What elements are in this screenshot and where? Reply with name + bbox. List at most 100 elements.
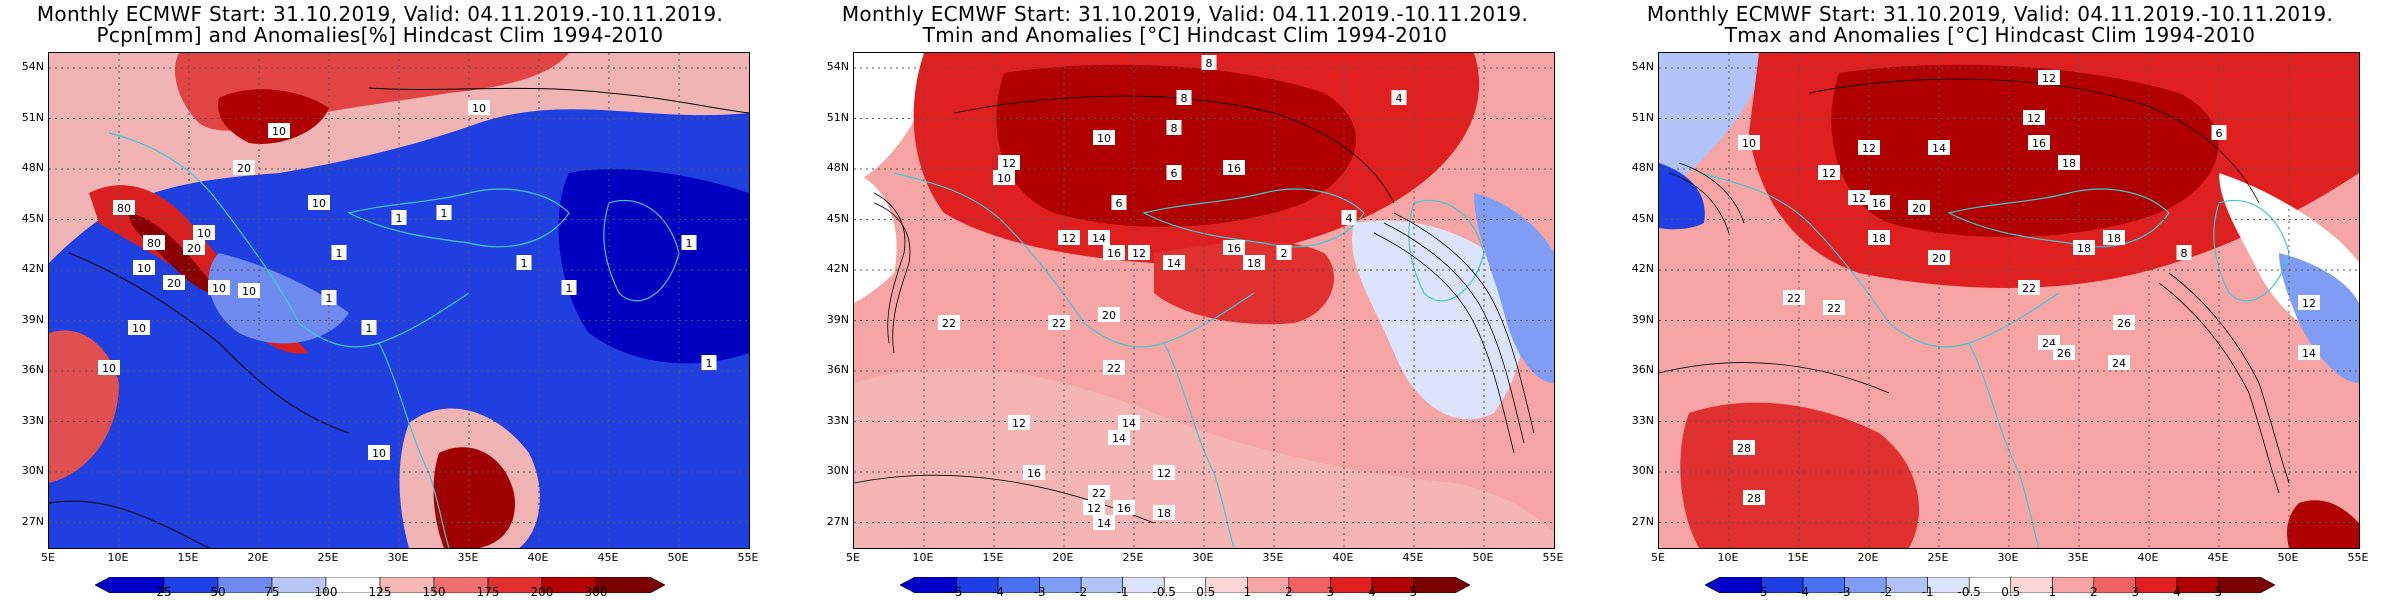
lon-tick-label: 55E: [737, 551, 759, 564]
contour-label-text: 20: [187, 242, 201, 255]
lon-tick-label: 15E: [177, 551, 199, 564]
lat-tick-label: 42N: [1631, 262, 1654, 275]
contour-label: 18: [2073, 240, 2095, 255]
contour-label-text: 4: [1346, 212, 1353, 225]
contour-label: 26: [2053, 345, 2075, 360]
lon-tick-label: 5E: [1651, 551, 1665, 564]
contour-label: 22: [1048, 315, 1070, 330]
colorbar-label: 4: [2173, 585, 2181, 599]
contour-label-text: 80: [117, 202, 131, 215]
contour-label-text: 22: [1107, 362, 1121, 375]
contour-label-text: 12: [1132, 247, 1146, 260]
colorbar-label: -5: [950, 585, 963, 599]
contour-label: 20: [163, 275, 185, 290]
precip-contours: [49, 87, 749, 548]
contour-label-text: 18: [2107, 232, 2121, 245]
contour-label: 6: [1166, 165, 1182, 180]
contour-label: 12: [1858, 140, 1880, 155]
tmin-coastlines: [893, 172, 1485, 548]
lat-tick-label: 30N: [21, 464, 44, 477]
contour-label: 22: [1103, 360, 1125, 375]
contour-label-text: 20: [1102, 309, 1116, 322]
colorbar-label: -0.5: [1152, 585, 1176, 599]
lon-tick-label: 40E: [2137, 551, 2159, 564]
colorbar-segment: [2135, 577, 2178, 593]
colorbar-label: -1: [1921, 585, 1934, 599]
contour-label: 6: [2211, 125, 2227, 140]
colorbar-label: 75: [264, 585, 280, 599]
colorbar-segment: [2176, 577, 2219, 593]
lat-tick-label: 42N: [826, 262, 849, 275]
precip-title-line2: Pcpn[mm] and Anomalies[%] Hindcast Clim …: [96, 23, 664, 47]
colorbar-label: 300: [584, 585, 608, 599]
contour-label-text: 14: [1112, 432, 1126, 445]
colorbar-segment: [1288, 577, 1331, 593]
contour-label-text: 10: [132, 322, 146, 335]
lat-tick-label: 33N: [826, 413, 849, 427]
contour-label: 2: [1276, 245, 1292, 260]
lon-tick-label: 20E: [1052, 551, 1074, 564]
contour-label-text: 14: [1092, 232, 1106, 245]
contour-label: 18: [1868, 230, 1890, 245]
contour-label: 8: [2176, 245, 2192, 260]
colorbar-svg: [95, 577, 665, 593]
contour-label-text: 20: [167, 277, 181, 290]
lon-tick-label: 25E: [1927, 551, 1949, 564]
contour-label: 22: [1088, 485, 1110, 500]
lon-tick-label: 10E: [107, 551, 129, 564]
contour-label-text: 12: [1852, 192, 1866, 205]
lon-tick-label: 30E: [387, 551, 409, 564]
contour-label: 12: [1128, 245, 1150, 260]
lon-tick-label: 30E: [1192, 551, 1214, 564]
contour-label: 10: [468, 100, 490, 115]
contour-label-text: 16: [1227, 242, 1241, 255]
contour-label-text: 16: [1227, 162, 1241, 175]
contour-label-text: 24: [2042, 337, 2056, 350]
colorbar-segment: [1330, 577, 1373, 593]
contour-label: 26: [2113, 315, 2135, 330]
lat-tick-label: 27N: [21, 514, 44, 528]
contour-label: 10: [993, 170, 1015, 185]
contour-label: 1: [436, 205, 452, 220]
colorbar-segment: [900, 577, 957, 593]
contour-label-text: 1: [521, 257, 528, 270]
contour-label: 22: [1823, 300, 1845, 315]
contour-label-text: 16: [1872, 197, 1886, 210]
contour-label-text: 12: [1002, 157, 1016, 170]
contour-label: 12: [1848, 190, 1870, 205]
contour-label-text: 22: [1052, 317, 1066, 330]
contour-label-text: 1: [441, 207, 448, 220]
contour-label: 14: [1928, 140, 1950, 155]
contour-label: 8: [1176, 90, 1192, 105]
tmax-north-core: [1831, 64, 2219, 237]
contour-label: 1: [391, 210, 407, 225]
contour-label: 4: [1341, 210, 1357, 225]
contour-label: 22: [938, 315, 960, 330]
contour-label-text: 10: [372, 447, 386, 460]
colorbar-label: -4: [1797, 585, 1810, 599]
contour-label-text: 6: [2216, 127, 2223, 140]
lon-tick-label: 40E: [1332, 551, 1354, 564]
contour-label-text: 1: [336, 247, 343, 260]
colorbar-label: 200: [530, 585, 554, 599]
contour-label: 20: [1908, 200, 1930, 215]
contour-label: 10: [308, 195, 330, 210]
contour-label-text: 1: [366, 322, 373, 335]
contour-label: 10: [98, 360, 120, 375]
contour-label: 20: [1928, 250, 1950, 265]
contour-label-text: 10: [272, 125, 286, 138]
tmax-contours: [1659, 78, 2290, 494]
tmin-north-core: [996, 64, 1357, 227]
contour-label-text: 28: [1747, 492, 1761, 505]
lon-tick-label: 50E: [667, 551, 689, 564]
contour-label-text: 1: [396, 212, 403, 225]
contour-label: 12: [1818, 165, 1840, 180]
lat-tick-label: 39N: [21, 312, 44, 326]
contour-label-text: 10: [197, 227, 211, 240]
colorbar-label: -3: [1838, 585, 1851, 599]
lat-tick-label: 27N: [1631, 514, 1654, 528]
contour-label: 28: [1733, 440, 1755, 455]
contour-label: 16: [1868, 195, 1890, 210]
